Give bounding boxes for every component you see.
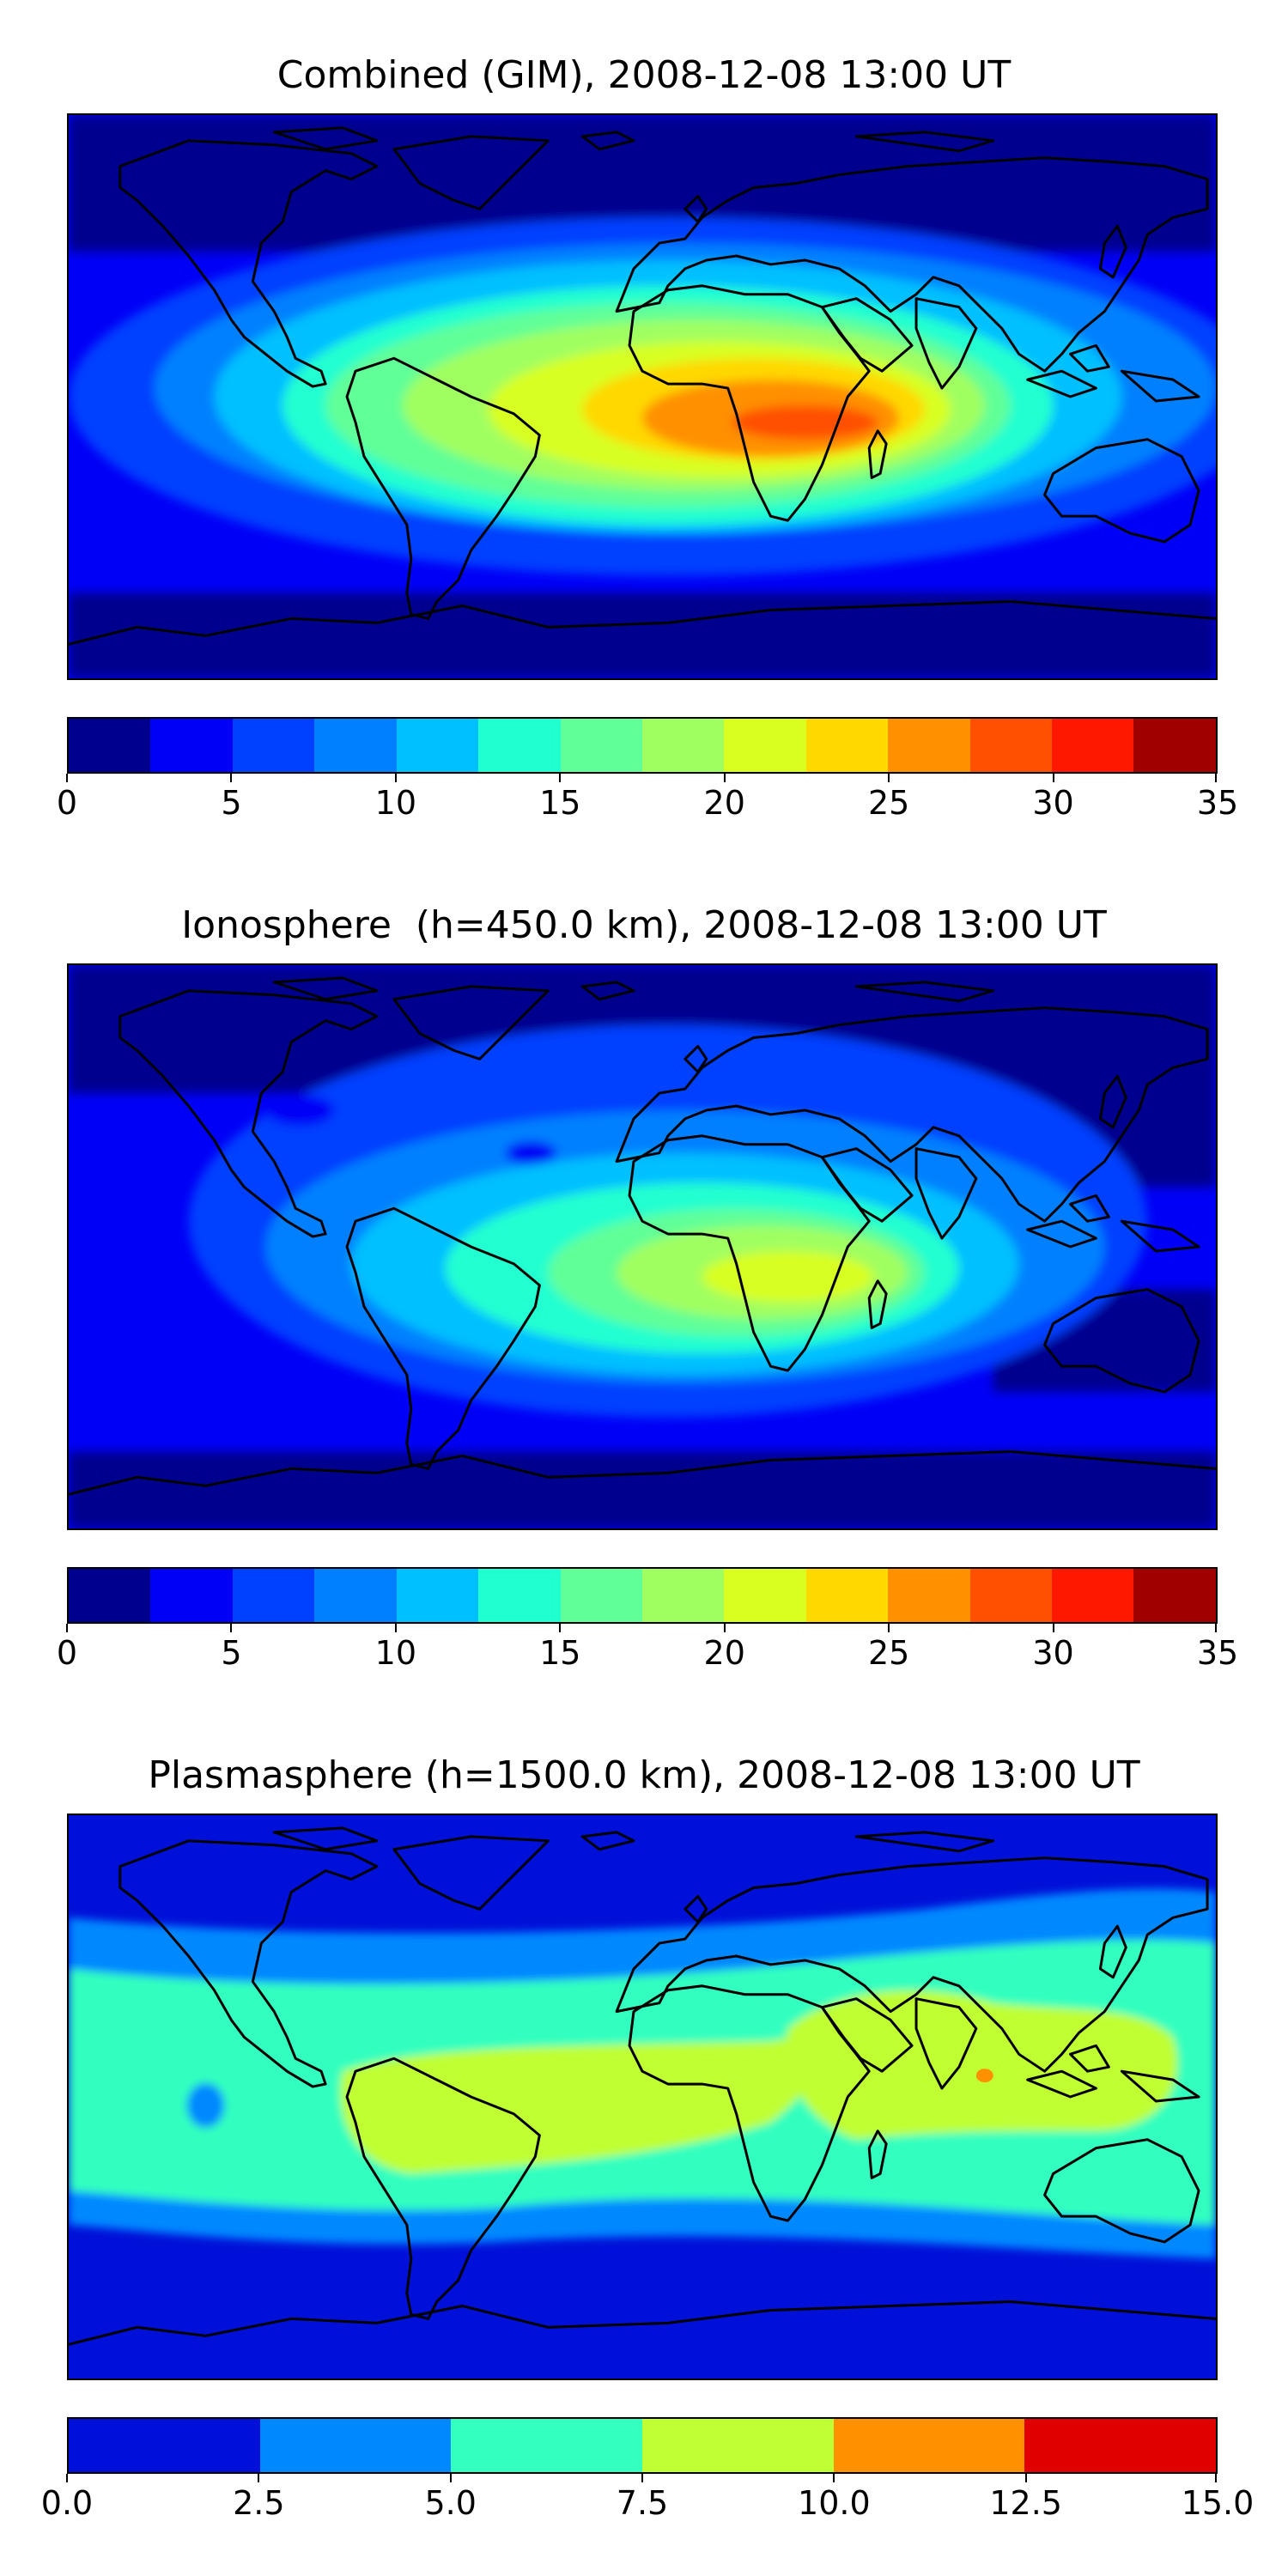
colorbar-segment	[150, 719, 233, 772]
colorbar-tick	[888, 774, 890, 782]
colorbar-tick	[559, 774, 562, 782]
colorbar-segment	[69, 2419, 260, 2472]
colorbar-segment	[560, 719, 642, 772]
colorbar-combined	[67, 717, 1218, 774]
colorbar-segment	[833, 2419, 1025, 2472]
colorbar-tick	[449, 2474, 452, 2482]
colorbar-tick-label: 0.0	[40, 2484, 94, 2522]
colorbar-segment	[805, 1569, 889, 1622]
colorbar-tick	[1215, 2474, 1217, 2482]
map-title-combined: Combined (GIM), 2008-12-08 13:00 UT	[276, 53, 1012, 97]
colorbar-tick-label: 0	[56, 1634, 78, 1672]
colorbar-tick	[1215, 1624, 1217, 1632]
map-combined	[67, 113, 1218, 680]
colorbar-tick	[1024, 2474, 1027, 2482]
colorbar-tick	[66, 774, 68, 782]
colorbar-segment	[969, 1569, 1053, 1622]
colorbar-tick	[230, 774, 233, 782]
colorbar-segment	[642, 2419, 834, 2472]
colorbar-tick	[723, 774, 726, 782]
colorbar-tick	[1052, 1624, 1054, 1632]
colorbar-segment	[560, 1569, 642, 1622]
map-title-ionosphere: Ionosphere (h=450.0 km), 2008-12-08 13:0…	[181, 903, 1107, 947]
colorbar-tick-label: 35	[1196, 1634, 1239, 1672]
colorbar-segment	[888, 1569, 970, 1622]
colorbar-tick-label: 0	[56, 784, 78, 822]
colorbar-segment	[232, 719, 315, 772]
colorbar-tick-label: 30	[1032, 1634, 1074, 1672]
colorbar-tick	[1052, 774, 1054, 782]
colorbar-tick	[66, 2474, 68, 2482]
colorbar-tick-label: 7.5	[616, 2484, 669, 2522]
colorbar-segment	[232, 1569, 315, 1622]
colorbar-segment	[314, 1569, 397, 1622]
colorbar-segment	[150, 1569, 233, 1622]
colorbar-segment	[396, 1569, 479, 1622]
colorbar-tick	[833, 2474, 835, 2482]
colorbar-tick	[1215, 774, 1217, 782]
map-title-plasmasphere: Plasmasphere (h=1500.0 km), 2008-12-08 1…	[148, 1753, 1140, 1797]
colorbar-tick-label: 15	[539, 784, 581, 822]
colorbar-segment	[969, 719, 1053, 772]
colorbar-tick-label: 5	[221, 784, 242, 822]
colorbar-segment	[724, 719, 806, 772]
colorbar-tick	[394, 1624, 397, 1632]
colorbar-segment	[396, 719, 479, 772]
colorbar-tick-label: 12.5	[989, 2484, 1062, 2522]
colorbar-tick	[258, 2474, 260, 2482]
colorbar-tick	[230, 1624, 233, 1632]
colorbar-segment	[1133, 1569, 1216, 1622]
colorbar-segment	[478, 1569, 561, 1622]
colorbar-tick-label: 5	[221, 1634, 242, 1672]
colorbar-segment	[451, 2419, 643, 2472]
map-ionosphere	[67, 963, 1218, 1530]
colorbar-tick-label: 2.5	[233, 2484, 285, 2522]
colorbar-tick-label: 15	[539, 1634, 581, 1672]
colorbar-tick-label: 25	[867, 784, 910, 822]
colorbar-segment	[1052, 719, 1134, 772]
map-plasmasphere	[67, 1814, 1218, 2380]
colorbar-segment	[641, 1569, 725, 1622]
colorbar-segment	[805, 719, 889, 772]
colorbar-segment	[69, 1569, 151, 1622]
colorbar-tick	[888, 1624, 890, 1632]
colorbar-tick	[66, 1624, 68, 1632]
colorbar-segment	[1052, 1569, 1134, 1622]
colorbar-tick	[723, 1624, 726, 1632]
colorbar-tick-label: 10	[374, 784, 417, 822]
colorbar-segment	[1024, 2419, 1217, 2472]
colorbar-tick	[641, 2474, 643, 2482]
colorbar-tick-label: 5.0	[424, 2484, 477, 2522]
colorbar-segment	[1133, 719, 1216, 772]
colorbar-tick-label: 30	[1032, 784, 1074, 822]
colorbar-segment	[69, 719, 151, 772]
colorbar-tick-label: 20	[703, 784, 745, 822]
colorbar-segment	[888, 719, 970, 772]
colorbar-ionosphere	[67, 1567, 1218, 1624]
colorbar-tick-label: 25	[867, 1634, 910, 1672]
colorbar-tick-label: 10	[374, 1634, 417, 1672]
colorbar-plasmasphere	[67, 2417, 1218, 2474]
colorbar-segment	[641, 719, 725, 772]
colorbar-segment	[259, 2419, 452, 2472]
colorbar-tick-label: 20	[703, 1634, 745, 1672]
colorbar-tick-label: 15.0	[1181, 2484, 1255, 2522]
colorbar-tick	[559, 1624, 562, 1632]
colorbar-segment	[314, 719, 397, 772]
colorbar-segment	[724, 1569, 806, 1622]
colorbar-tick-label: 35	[1196, 784, 1239, 822]
colorbar-tick	[394, 774, 397, 782]
colorbar-tick-label: 10.0	[798, 2484, 871, 2522]
colorbar-segment	[478, 719, 561, 772]
